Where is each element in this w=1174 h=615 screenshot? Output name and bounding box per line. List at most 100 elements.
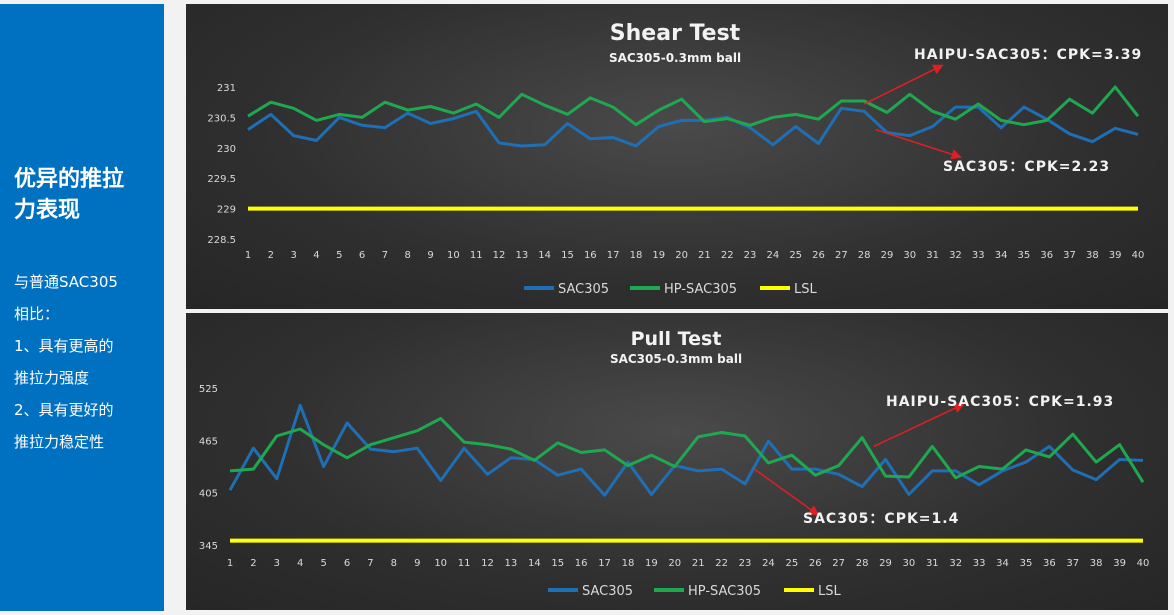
x-tick-label: 39 xyxy=(1109,250,1122,261)
x-tick-label: 8 xyxy=(405,250,411,261)
y-tick-label: 230.5 xyxy=(207,113,236,124)
sidebar-text: 与普通SAC305 相比： 1、具有更高的 推拉力强度 2、具有更好的 推拉力稳… xyxy=(14,266,162,458)
x-tick-label: 1 xyxy=(227,558,233,569)
x-tick-label: 38 xyxy=(1090,558,1103,569)
y-tick-label: 229.5 xyxy=(207,174,236,185)
x-tick-label: 11 xyxy=(470,250,483,261)
x-tick-label: 20 xyxy=(668,558,681,569)
legend-entry: HP-SAC305 xyxy=(664,282,737,297)
x-tick-label: 33 xyxy=(972,250,985,261)
series-line-hp-sac305 xyxy=(247,85,1140,127)
x-tick-label: 35 xyxy=(1018,250,1031,261)
y-tick-label: 230 xyxy=(217,144,236,155)
x-tick-label: 15 xyxy=(551,558,564,569)
chart-title: Shear Test xyxy=(610,21,741,46)
annotation-label: HAIPU-SAC305：CPK=3.39 xyxy=(914,47,1142,63)
x-tick-label: 9 xyxy=(427,250,433,261)
x-tick-label: 15 xyxy=(561,250,574,261)
x-tick-label: 27 xyxy=(835,250,848,261)
x-tick-label: 16 xyxy=(575,558,588,569)
annotation-arrow xyxy=(873,403,965,448)
sidebar-panel: 优异的推拉 力表现 与普通SAC305 相比： 1、具有更高的 推拉力强度 2、… xyxy=(0,4,164,611)
pull-test-chart: Pull Test SAC305-0.3mm ball 345 405 465 525 1 2… xyxy=(186,313,1168,610)
x-tick-label: 37 xyxy=(1066,558,1079,569)
x-tick-label: 19 xyxy=(645,558,658,569)
annotation-label: HAIPU-SAC305：CPK=1.93 xyxy=(886,394,1114,410)
annotation-arrow xyxy=(863,64,944,105)
y-tick-label: 231 xyxy=(217,83,236,94)
sidebar-line: 1、具有更高的 xyxy=(14,337,114,355)
x-tick-label: 3 xyxy=(290,250,296,261)
x-tick-label: 18 xyxy=(622,558,635,569)
x-tick-label: 5 xyxy=(336,250,342,261)
x-tick-label: 24 xyxy=(762,558,775,569)
x-tick-label: 5 xyxy=(320,558,326,569)
y-tick-label: 405 xyxy=(199,489,218,500)
x-tick-label: 7 xyxy=(382,250,388,261)
x-tick-label: 2 xyxy=(250,558,256,569)
x-tick-label: 17 xyxy=(607,250,620,261)
annotation-arrow xyxy=(753,468,820,516)
sidebar-line: 2、具有更好的 xyxy=(14,401,114,419)
x-tick-label: 14 xyxy=(528,558,541,569)
x-tick-label: 23 xyxy=(739,558,752,569)
x-tick-label: 25 xyxy=(785,558,798,569)
x-tick-label: 18 xyxy=(630,250,643,261)
x-tick-label: 16 xyxy=(584,250,597,261)
annotation-label: SAC305：CPK=1.4 xyxy=(803,511,959,527)
x-tick-label: 6 xyxy=(359,250,365,261)
x-tick-label: 14 xyxy=(538,250,551,261)
x-tick-label: 7 xyxy=(367,558,373,569)
legend-entry: SAC305 xyxy=(558,282,609,297)
x-tick-label: 26 xyxy=(812,250,825,261)
x-tick-label: 19 xyxy=(652,250,665,261)
x-tick-label: 31 xyxy=(926,250,939,261)
x-tick-label: 37 xyxy=(1063,250,1076,261)
chart-subtitle: SAC305-0.3mm ball xyxy=(609,51,741,65)
x-tick-label: 11 xyxy=(458,558,471,569)
x-tick-label: 40 xyxy=(1132,250,1145,261)
x-tick-label: 27 xyxy=(832,558,845,569)
x-tick-label: 21 xyxy=(692,558,705,569)
x-tick-label: 36 xyxy=(1043,558,1056,569)
x-tick-label: 35 xyxy=(1020,558,1033,569)
chart-subtitle: SAC305-0.3mm ball xyxy=(610,352,742,366)
sidebar-line: 推拉力稳定性 xyxy=(14,433,105,451)
chart-legend: SAC305 HP-SAC305 LSL xyxy=(524,282,817,297)
x-tick-label: 31 xyxy=(926,558,939,569)
annotation-label: SAC305：CPK=2.23 xyxy=(943,159,1110,175)
x-tick-label: 10 xyxy=(447,250,460,261)
x-tick-label: 4 xyxy=(297,558,303,569)
x-tick-label: 13 xyxy=(505,558,518,569)
y-tick-label: 345 xyxy=(199,541,218,552)
sidebar-heading-line2: 力表现 xyxy=(14,198,81,223)
x-tick-label: 22 xyxy=(715,558,728,569)
legend-entry: SAC305 xyxy=(582,584,633,599)
x-tick-label: 34 xyxy=(995,250,1008,261)
x-tick-label: 25 xyxy=(789,250,802,261)
x-tick-label: 21 xyxy=(698,250,711,261)
x-tick-label: 17 xyxy=(598,558,611,569)
x-tick-label: 4 xyxy=(313,250,319,261)
shear-test-chart: Shear Test SAC305-0.3mm ball 228.5 229 229.5… xyxy=(186,4,1168,309)
sidebar-heading: 优异的推拉 力表现 xyxy=(14,164,154,226)
sidebar-heading-line1: 优异的推拉 xyxy=(14,167,125,192)
y-tick-label: 525 xyxy=(199,384,218,395)
sidebar-line: 推拉力强度 xyxy=(14,369,90,387)
x-tick-label: 8 xyxy=(391,558,397,569)
x-tick-label: 38 xyxy=(1086,250,1099,261)
x-tick-label: 29 xyxy=(881,250,894,261)
x-tick-label: 9 xyxy=(414,558,420,569)
y-tick-label: 465 xyxy=(199,436,218,447)
x-tick-label: 26 xyxy=(809,558,822,569)
series-line-sac305 xyxy=(228,403,1144,497)
x-tick-label: 12 xyxy=(493,250,506,261)
x-tick-label: 3 xyxy=(274,558,280,569)
legend-entry: LSL xyxy=(794,282,817,297)
x-tick-label: 23 xyxy=(744,250,757,261)
y-tick-label: 228.5 xyxy=(207,235,236,246)
x-tick-label: 29 xyxy=(879,558,892,569)
x-tick-label: 30 xyxy=(903,558,916,569)
